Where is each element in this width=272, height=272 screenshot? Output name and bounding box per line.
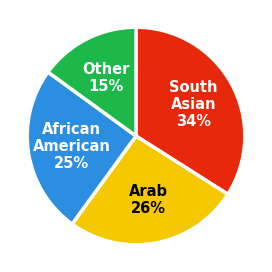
Wedge shape bbox=[72, 136, 228, 245]
Wedge shape bbox=[136, 27, 245, 194]
Text: African
American
25%: African American 25% bbox=[33, 122, 110, 171]
Wedge shape bbox=[27, 72, 136, 224]
Wedge shape bbox=[48, 27, 136, 136]
Text: Other
15%: Other 15% bbox=[83, 62, 130, 94]
Text: Arab
26%: Arab 26% bbox=[129, 184, 168, 216]
Text: South
Asian
34%: South Asian 34% bbox=[169, 80, 217, 129]
